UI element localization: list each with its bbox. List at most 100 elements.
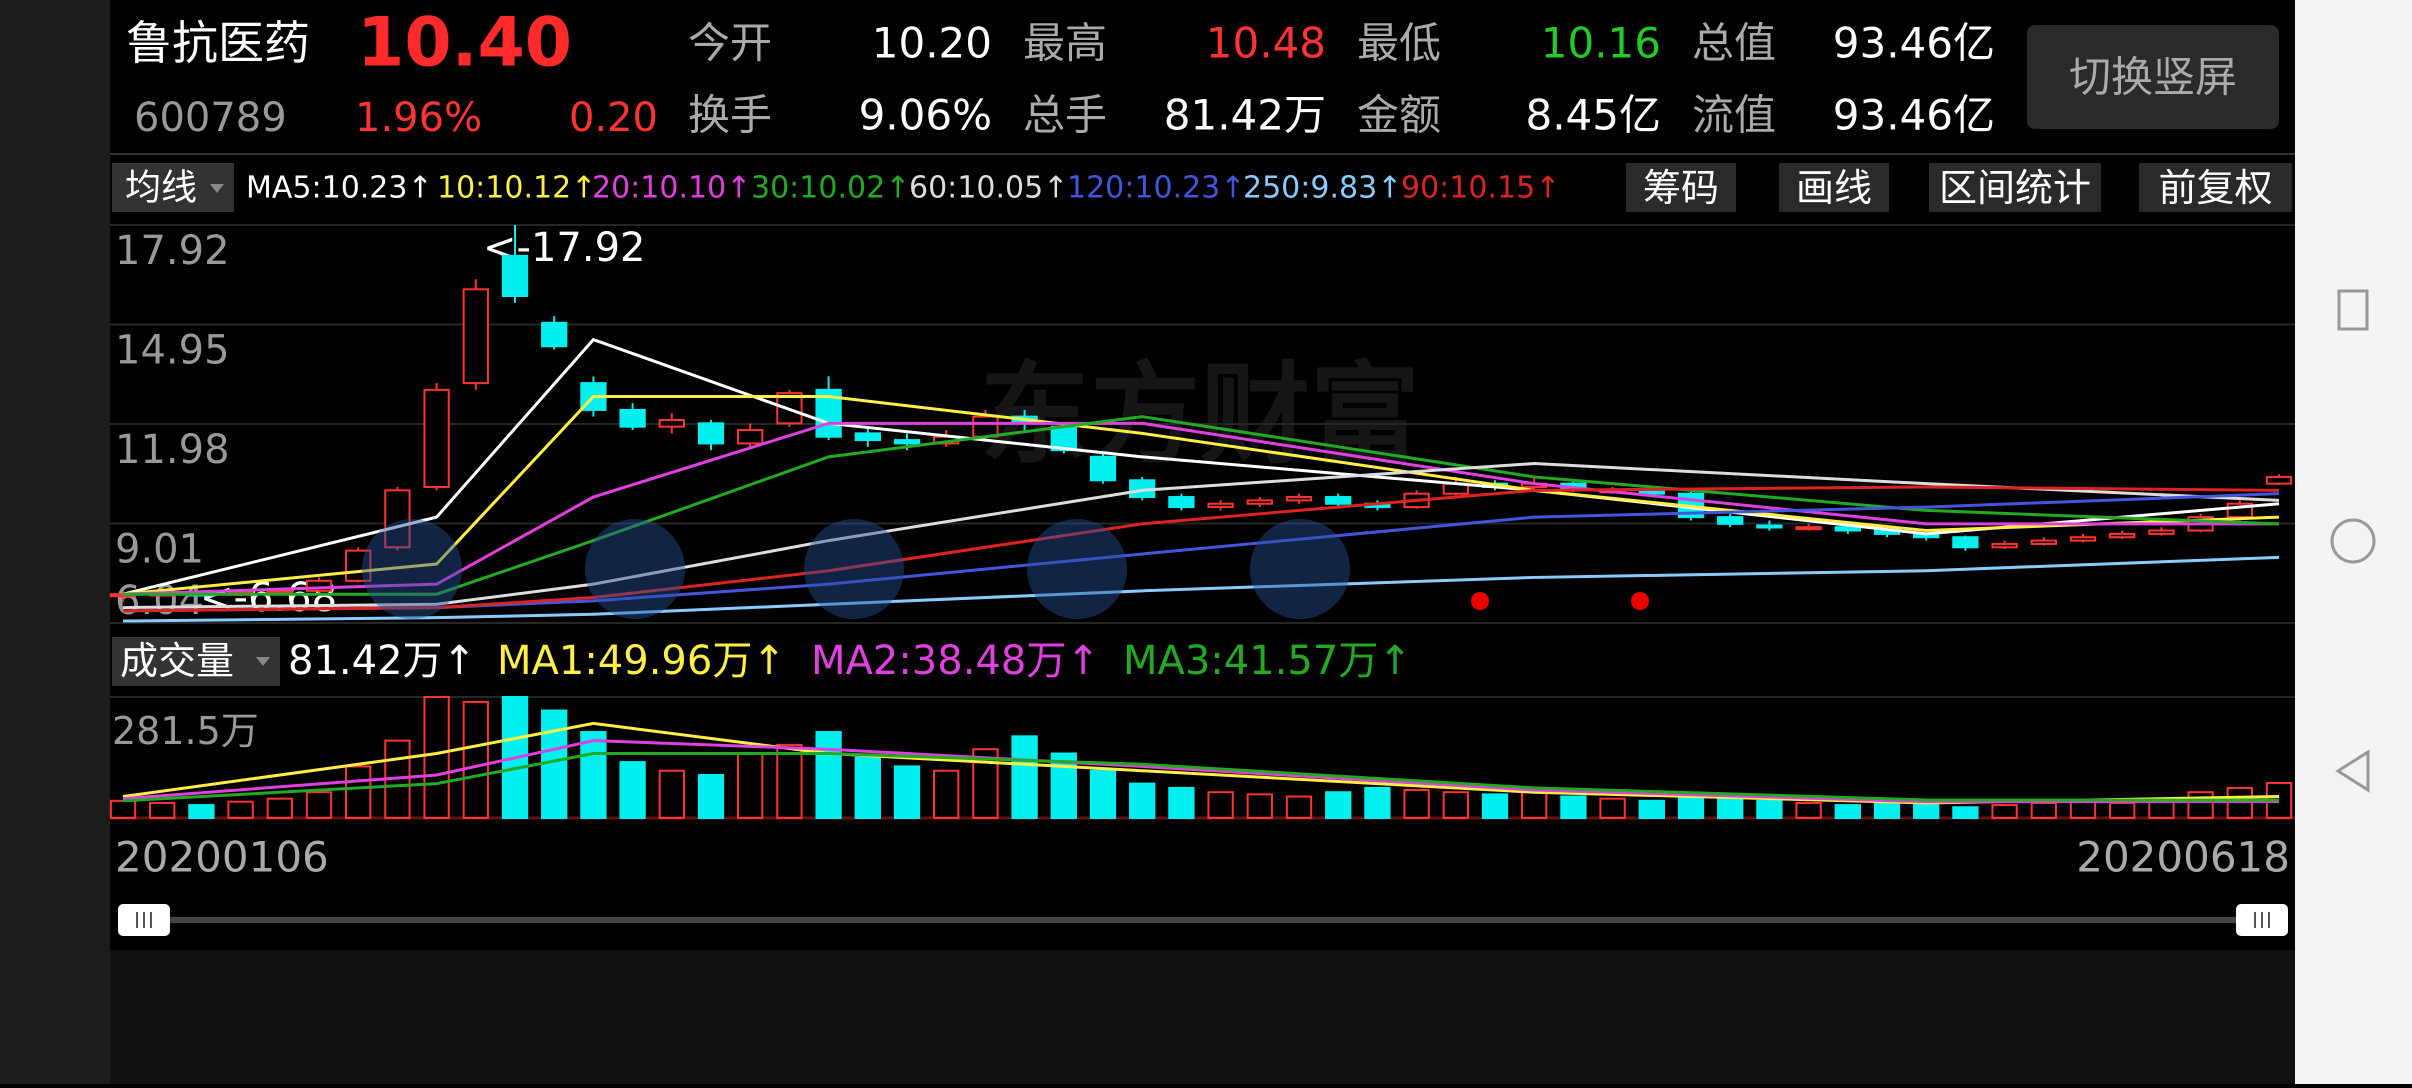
y-tick-label: 11.98 (115, 427, 230, 473)
volume-bar (1403, 789, 1430, 819)
candle-body (1168, 496, 1195, 509)
scroll-controls (362, 519, 1350, 619)
ma-line (122, 555, 2280, 623)
volume-bar (1246, 793, 1273, 819)
control-button[interactable] (1027, 519, 1127, 619)
legend-entry: 250:9.83↑ (1243, 171, 1402, 206)
volume-bar (893, 765, 921, 820)
volume-bar (1325, 791, 1352, 820)
toolbar-button-label: 画线 (1796, 166, 1872, 210)
volume-bar (619, 761, 646, 820)
volume-bar (266, 797, 293, 819)
volume-bar (1873, 801, 1901, 819)
orientation-label: 切换竖屏 (2069, 53, 2237, 102)
candle-body (972, 415, 999, 438)
volume-bar (188, 804, 215, 820)
volume-bar (1129, 782, 1156, 820)
orientation-button[interactable] (2027, 25, 2279, 129)
control-button[interactable] (1250, 519, 1350, 619)
legend-entry: MA1:49.96万↑ (497, 638, 786, 684)
stat-value: 93.46亿 (1833, 19, 1995, 68)
candle-body (737, 429, 764, 445)
footer-bar (110, 950, 2295, 1084)
volume-bar (1285, 795, 1313, 820)
toolbar-button-label: 筹码 (1643, 166, 1719, 210)
candle-body (266, 589, 293, 594)
candle-body (1325, 496, 1352, 505)
stat-label: 总值 (1692, 19, 1776, 68)
candle-body (345, 549, 372, 582)
watermark: 东方财富 (980, 351, 1420, 479)
candle-body (697, 422, 725, 445)
candle-body (1834, 526, 1861, 532)
control-button[interactable] (362, 519, 462, 619)
back-button[interactable] (2335, 749, 2370, 793)
volume-bar (423, 696, 450, 819)
volume-bar (1599, 797, 1626, 819)
toolbar-button[interactable] (2139, 163, 2292, 212)
legend-entry: MA3:41.57万↑ (1123, 638, 1412, 684)
toolbar-button[interactable] (1929, 163, 2101, 212)
volume-bar (1364, 786, 1391, 820)
candle-body (1756, 524, 1783, 529)
stat-label: 总手 (1023, 91, 1107, 140)
control-button[interactable] (804, 519, 904, 619)
toolbar-button[interactable] (1626, 163, 1736, 212)
stock-code: 600789 (134, 95, 287, 141)
volume-bar (2187, 791, 2214, 820)
volume-bar (462, 700, 489, 820)
volume-bar (1050, 752, 1077, 820)
stat-label: 换手 (688, 91, 772, 140)
legend-entry: 30:10.02↑ (751, 171, 910, 206)
candle-body (1207, 502, 1234, 509)
candle-body (2030, 539, 2057, 545)
signal-dot (1471, 592, 1489, 610)
left-bar (0, 0, 110, 1084)
volume-bar (1011, 735, 1038, 820)
volume-bar (1638, 799, 1665, 820)
x-tick-label: 20200106 (115, 833, 329, 882)
dropdown-arrow (210, 184, 224, 193)
stat-value: 10.16 (1541, 19, 1661, 68)
dropdown-arrow (256, 657, 270, 666)
volume-bar (658, 769, 685, 820)
recents-button[interactable] (2337, 289, 2369, 331)
candle-body (2148, 529, 2175, 535)
ma-line (123, 415, 2280, 596)
candle-body (619, 408, 646, 428)
stock-price: 10.40 (357, 4, 572, 83)
toolbar-button[interactable] (1779, 163, 1889, 212)
volume-dropdown[interactable] (112, 637, 280, 686)
legend-entry: 20:10.10↑ (592, 171, 751, 206)
candle-body (1246, 499, 1273, 505)
ma-line (122, 462, 2280, 610)
candle-body (2265, 475, 2293, 485)
volume-bar (1952, 806, 1979, 819)
stat-value: 10.20 (872, 19, 992, 68)
candle-body (501, 254, 529, 298)
change: 0.20 (569, 95, 658, 141)
legend-entry: 120:10.23↑ (1067, 171, 1245, 206)
legend-entry: 90:10.15↑ (1401, 171, 1560, 206)
stock-name: 鲁抗医药 (126, 16, 310, 70)
candle-body (1717, 516, 1744, 525)
volume-bar (1717, 797, 1744, 819)
stat-label: 金额 (1357, 91, 1441, 140)
candle-body (893, 439, 921, 445)
change-pct: 1.96% (355, 95, 482, 141)
control-button[interactable] (585, 519, 685, 619)
volume-bar (854, 756, 881, 820)
candle-body (1089, 455, 1117, 482)
candle-body (2069, 536, 2097, 542)
stat-label: 最高 (1023, 19, 1107, 68)
volume-bar (697, 774, 725, 820)
y-tick-label: 14.95 (115, 328, 230, 374)
volume-bar (580, 731, 607, 820)
home-button[interactable] (2330, 518, 2376, 564)
stat-value: 81.42万 (1164, 91, 1326, 140)
volume-bar (815, 731, 842, 820)
ma-line (122, 485, 2280, 613)
candle-body (305, 579, 333, 592)
y-tick-label: 9.01 (115, 527, 204, 573)
volume-bar (776, 743, 803, 820)
